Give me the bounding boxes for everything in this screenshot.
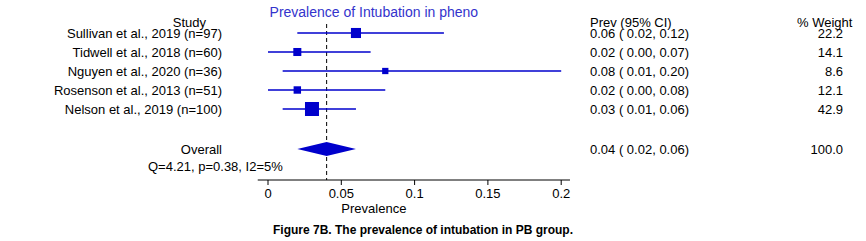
estimate-square [351, 28, 361, 38]
overall-reference-line [326, 24, 327, 180]
x-tick [341, 180, 342, 185]
ci-line [283, 70, 562, 72]
weight-label: 14.1 [818, 45, 843, 60]
x-tick-label: 0 [264, 186, 271, 201]
weight-label: 22.2 [818, 26, 843, 41]
x-axis-line [258, 180, 570, 181]
estimate-label: 0.02 ( 0.00, 0.07) [590, 45, 689, 60]
estimate-label: 0.02 ( 0.00, 0.08) [590, 83, 689, 98]
x-tick [561, 180, 562, 185]
overall-weight-label: 100.0 [810, 142, 843, 157]
caption: Figure 7B. The prevalence of intubation … [273, 223, 573, 237]
x-axis-label: Prevalence [341, 201, 406, 216]
overall-estimate-label: 0.04 ( 0.02, 0.06) [590, 142, 689, 157]
x-tick-label: 0.1 [406, 186, 424, 201]
study-label: Nelson et al., 2019 (n=100) [65, 102, 222, 117]
study-label: Nguyen et al., 2020 (n=36) [68, 64, 222, 79]
estimate-label: 0.08 ( 0.01, 0.20) [590, 64, 689, 79]
x-tick [414, 180, 415, 185]
title: Prevalence of Intubation in pheno [270, 4, 479, 20]
x-tick [268, 180, 269, 185]
weight-label: 8.6 [825, 64, 843, 79]
estimate-square [293, 48, 301, 56]
ci-line [297, 32, 444, 34]
estimate-square [382, 68, 388, 74]
estimate-square [294, 86, 301, 93]
overall-label: Overall [181, 142, 222, 157]
estimate-label: 0.03 ( 0.01, 0.06) [590, 102, 689, 117]
estimate-square [305, 102, 319, 116]
ci-line [283, 108, 356, 110]
weight-label: 42.9 [818, 102, 843, 117]
ci-line [268, 89, 385, 91]
x-tick-label: 0.15 [475, 186, 500, 201]
x-tick-label: 0.2 [552, 186, 570, 201]
study-label: Sullivan et al., 2019 (n=97) [67, 26, 222, 41]
heterogeneity: Q=4.21, p=0.38, I2=5% [148, 159, 283, 174]
study-label: Rosenson et al., 2013 (n=51) [54, 83, 222, 98]
overall-diamond [297, 142, 356, 156]
estimate-label: 0.06 ( 0.02, 0.12) [590, 26, 689, 41]
ci-line [268, 51, 371, 53]
x-tick-label: 0.05 [329, 186, 354, 201]
study-label: Tidwell et al., 2018 (n=60) [73, 45, 222, 60]
x-tick [487, 180, 488, 185]
forest-plot: Prevalence of Intubation in phenoStudyPr… [0, 0, 866, 241]
weight-label: 12.1 [818, 83, 843, 98]
plot-area [268, 24, 561, 180]
